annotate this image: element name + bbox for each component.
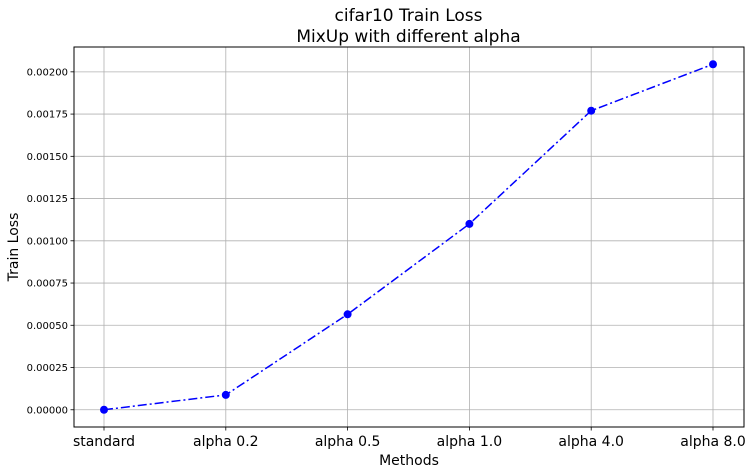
y-tick-label: 0.00125: [27, 194, 68, 205]
data-point: [709, 60, 717, 69]
y-axis-ticks: 0.00000 0.00025 0.00050 0.00075 0.00100 0.001…: [27, 67, 74, 416]
x-tick-label: alpha 1.0: [437, 434, 503, 450]
chart-title: cifar10 Train Loss: [335, 6, 483, 26]
y-tick-label: 0.00100: [27, 236, 68, 247]
data-point: [221, 390, 230, 399]
series-train-loss: [100, 60, 717, 414]
y-tick-label: 0.00025: [27, 363, 68, 374]
data-point: [343, 310, 352, 319]
grid: [74, 47, 744, 427]
x-axis-ticks: standard alpha 0.2 alpha 0.5 alpha 1.0 alpha…: [73, 427, 746, 450]
x-tick-label: alpha 4.0: [558, 434, 624, 450]
x-tick-label: alpha 8.0: [680, 434, 746, 450]
chart-subtitle: MixUp with different alpha: [296, 27, 520, 47]
y-tick-label: 0.00175: [27, 110, 68, 121]
x-axis-label: Methods: [379, 453, 439, 469]
plot-area-frame: [73, 46, 745, 428]
x-tick-label: standard: [73, 434, 135, 450]
y-tick-label: 0.00150: [27, 152, 68, 163]
data-point: [100, 405, 108, 414]
y-tick-label: 0.00000: [27, 405, 68, 416]
y-tick-label: 0.00050: [27, 321, 68, 332]
series-line: [103, 63, 714, 411]
x-tick-label: alpha 0.2: [193, 434, 259, 450]
x-tick-label: alpha 0.5: [315, 434, 381, 450]
y-tick-label: 0.00200: [27, 67, 68, 78]
data-point: [465, 219, 474, 228]
y-axis-label: Train Loss: [6, 213, 22, 283]
y-tick-label: 0.00075: [27, 279, 68, 290]
data-point: [587, 106, 596, 115]
